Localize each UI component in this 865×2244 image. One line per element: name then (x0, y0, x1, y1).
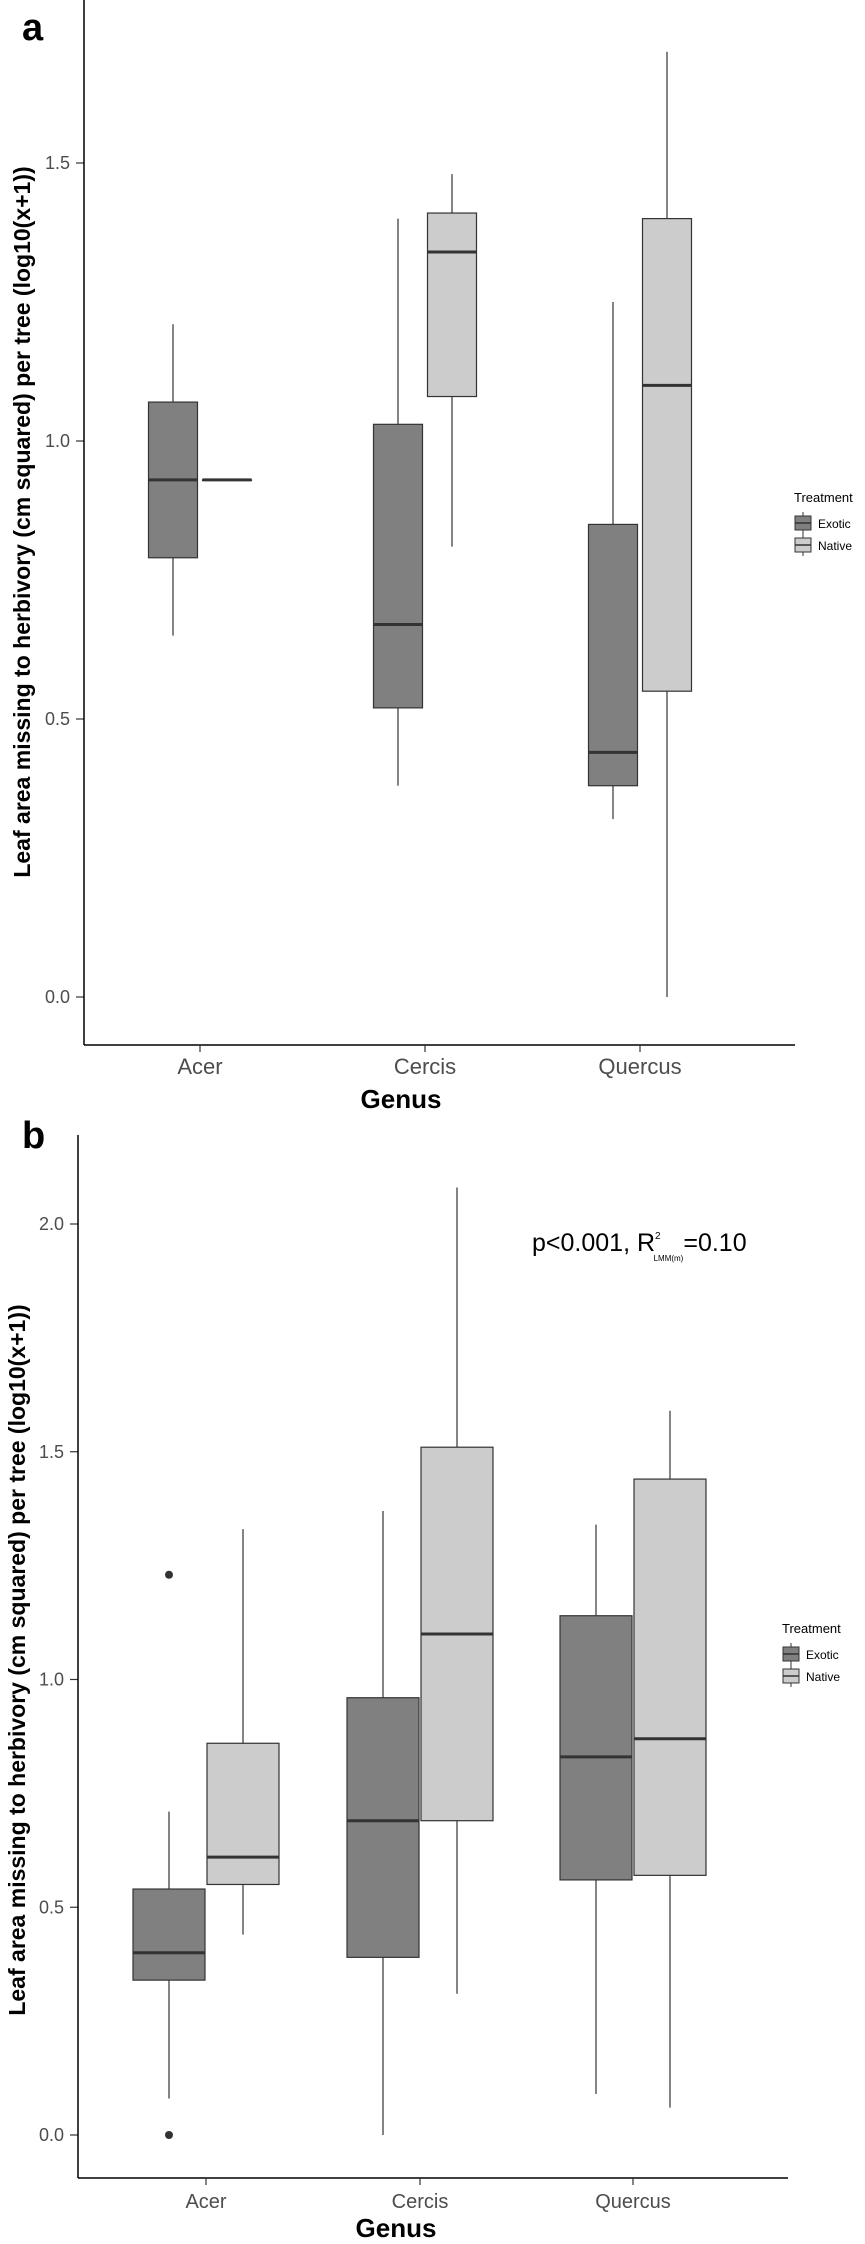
y-axis-title-b: Leaf area missing to herbivory (cm squar… (4, 1304, 30, 2015)
y-tick-label-a: 1.0 (45, 431, 70, 451)
x-ticks-b: Acer Cercis Quercus (185, 2178, 671, 2213)
y-ticks-a: 0.0 0.5 1.0 1.5 (45, 153, 84, 1007)
y-tick-label-b: 2.0 (39, 1214, 64, 1234)
x-tick-label-a: Acer (177, 1054, 222, 1079)
x-axis-title-a: Genus (361, 1084, 442, 1114)
panel-label-b: b (22, 1115, 45, 1157)
outlier-b-exotic-acer (165, 2131, 173, 2139)
panel-b: b 0.0 0.5 1.0 1.5 2.0 Acer Cercis Quercus Genu… (4, 1115, 841, 2243)
stats-annotation-main: p<0.001, R (532, 1229, 655, 1257)
y-tick-label-a: 0.5 (45, 709, 70, 729)
y-axis-title-a: Leaf area missing to herbivory (cm squar… (9, 166, 35, 877)
y-tick-label-b: 0.5 (39, 1897, 64, 1917)
legend-label-exotic-b: Exotic (806, 1648, 839, 1662)
box-a-exotic-cercis (372, 423, 424, 709)
x-tick-label-a: Quercus (598, 1054, 681, 1079)
y-ticks-b: 0.0 0.5 1.0 1.5 2.0 (39, 1214, 78, 2145)
legend-label-native-a: Native (818, 539, 852, 553)
stats-annotation-tail: =0.10 (683, 1229, 746, 1257)
stats-annotation: p<0.001, R2 LMM(m)=0.10 (532, 1229, 747, 1263)
legend-label-native-b: Native (806, 1670, 840, 1684)
legend-label-exotic-a: Exotic (818, 517, 851, 531)
legend-b: Treatment Exotic Native (782, 1621, 841, 1687)
x-axis-title-b: Genus (356, 2213, 437, 2243)
box-a-exotic-quercus (587, 523, 639, 787)
box-b-native-quercus (633, 1478, 707, 1876)
box-b-exotic-acer (132, 1888, 206, 1981)
x-tick-label-b: Quercus (595, 2191, 671, 2213)
legend-title-a: Treatment (794, 490, 853, 505)
y-tick-label-a: 0.0 (45, 987, 70, 1007)
x-tick-label-b: Cercis (392, 2191, 449, 2213)
outlier-b-exotic-acer (165, 1570, 173, 1579)
boxplots-a (147, 51, 693, 997)
box-b-exotic-cercis (346, 1697, 420, 1958)
stats-annotation-sub: LMM(m) (654, 1254, 684, 1263)
y-tick-label-a: 1.5 (45, 153, 70, 173)
y-tick-label-b: 0.0 (39, 2125, 64, 2145)
y-tick-label-b: 1.5 (39, 1442, 64, 1462)
box-b-exotic-quercus (559, 1615, 633, 1881)
legend-title-b: Treatment (782, 1621, 841, 1636)
x-tick-label-b: Acer (185, 2191, 226, 2213)
box-a-native-quercus (641, 218, 693, 692)
x-tick-label-a: Cercis (394, 1054, 456, 1079)
stats-annotation-sup: 2 (655, 1231, 661, 1242)
legend-a: Treatment Exotic Native (794, 490, 853, 556)
panel-label-a: a (22, 7, 44, 49)
y-tick-label-b: 1.0 (39, 1670, 64, 1690)
box-b-native-acer (206, 1742, 280, 1886)
panel-a: a 0.0 0.5 1.0 1.5 Acer Cercis Quercus Genus L… (9, 0, 853, 1114)
x-ticks-a: Acer Cercis Quercus (177, 1045, 682, 1079)
boxplots-b (132, 1187, 707, 2139)
box-a-native-cercis (426, 212, 478, 398)
